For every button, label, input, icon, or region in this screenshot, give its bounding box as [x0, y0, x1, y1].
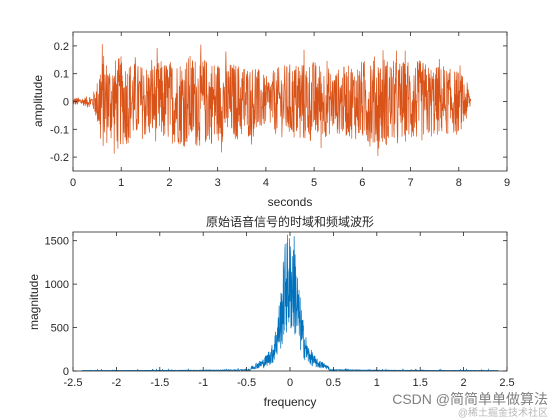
- time-y-tick-label: -0.2: [50, 152, 69, 164]
- frequency-x-tick-label: 0: [287, 377, 293, 389]
- time-x-tick-label: 0: [70, 177, 76, 189]
- frequency-y-axis-label: magnitude: [27, 274, 41, 330]
- time-x-tick-label: 5: [311, 177, 317, 189]
- frequency-y-tick-label: 500: [51, 323, 69, 335]
- time-y-tick-label: -0.1: [50, 124, 69, 136]
- time-x-tick-label: 2: [166, 177, 172, 189]
- frequency-x-ticks: -2.5 -2 -1.5 -1 -0.5 0 0.5 1 1.5 2 2.5: [64, 232, 515, 389]
- time-signal-line: [72, 44, 472, 156]
- frequency-plot-title: 原始语音信号的时域和频域波形: [206, 214, 374, 229]
- time-signal-series: [72, 44, 472, 156]
- frequency-x-tick-label: -0.5: [237, 377, 256, 389]
- watermark-subtext: @稀土掘金技术社区: [458, 406, 548, 419]
- frequency-x-tick-label: -1: [198, 377, 208, 389]
- time-y-tick-label: 0.1: [54, 69, 69, 81]
- time-y-tick-label: 0.2: [54, 41, 69, 53]
- frequency-y-ticks: 1500 1000 500 0: [45, 236, 507, 378]
- time-x-tick-label: 4: [263, 177, 269, 189]
- time-x-tick-label: 7: [407, 177, 413, 189]
- time-domain-plot: 0 1 2 3 4 5 6 7 8 9 0.2 0.1 0 -0.1 -0.2 seconds ampli…: [31, 31, 510, 209]
- time-y-tick-label: 0: [63, 97, 69, 109]
- frequency-x-tick-label: 2: [461, 377, 467, 389]
- time-x-tick-label: 9: [504, 177, 510, 189]
- time-x-axis-label: seconds: [268, 195, 313, 209]
- time-x-tick-label: 3: [215, 177, 221, 189]
- time-x-tick-label: 8: [456, 177, 462, 189]
- frequency-x-axis-label: frequency: [264, 395, 317, 409]
- watermark-text: CSDN @简简单单做算法: [392, 391, 548, 407]
- frequency-spectrum-series: [81, 234, 499, 372]
- frequency-x-tick-label: 0.5: [326, 377, 341, 389]
- time-y-ticks: 0.2 0.1 0 -0.1 -0.2: [50, 41, 507, 164]
- frequency-y-tick-label: 1500: [45, 236, 69, 248]
- frequency-y-tick-label: 1000: [45, 279, 69, 291]
- frequency-x-tick-label: 2.5: [499, 377, 514, 389]
- frequency-x-tick-label: -1.5: [150, 377, 169, 389]
- time-x-tick-label: 1: [118, 177, 124, 189]
- frequency-domain-plot: 原始语音信号的时域和频域波形 -2.5 -2 -1.5 -1 -0.5 0 0.5 1 1.5 2…: [27, 214, 515, 409]
- time-y-axis-label: amplitude: [31, 75, 45, 127]
- time-x-ticks: 0 1 2 3 4 5 6 7 8 9: [70, 32, 510, 189]
- frequency-x-tick-label: -2.5: [64, 377, 83, 389]
- frequency-x-tick-label: 1: [374, 377, 380, 389]
- frequency-spectrum-line: [81, 234, 499, 372]
- frequency-y-tick-label: 0: [63, 366, 69, 378]
- frequency-x-tick-label: -2: [112, 377, 122, 389]
- time-x-tick-label: 6: [359, 177, 365, 189]
- frequency-x-tick-label: 1.5: [413, 377, 428, 389]
